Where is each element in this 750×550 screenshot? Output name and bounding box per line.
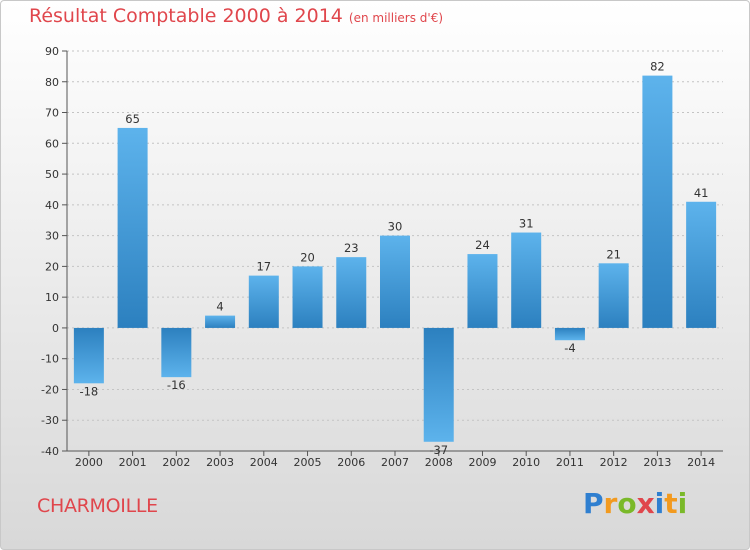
y-tick-label: 90 — [45, 45, 59, 58]
x-tick-label: 2009 — [468, 456, 496, 469]
y-tick-label: 0 — [52, 322, 59, 335]
x-tick-label: 2012 — [600, 456, 628, 469]
x-tick-label: 2005 — [294, 456, 322, 469]
bar — [598, 263, 629, 328]
logo-letter: t — [664, 487, 678, 520]
y-tick-label: 10 — [45, 291, 59, 304]
x-tick-label: 2014 — [687, 456, 715, 469]
x-tick-label: 2006 — [337, 456, 365, 469]
y-tick-label: -30 — [41, 414, 59, 427]
x-tick-label: 2008 — [425, 456, 453, 469]
bar — [117, 127, 148, 328]
y-tick-label: 70 — [45, 107, 59, 120]
data-label: 21 — [606, 247, 621, 261]
x-tick-label: 2011 — [556, 456, 584, 469]
value-labels: -18 65 -16 4 17 20 23 30 -37 24 31 -4 21 82 41 — [79, 60, 708, 457]
y-tick-label: 60 — [45, 137, 59, 150]
bar — [380, 235, 410, 328]
proxiti-logo: Proxiti — [583, 487, 687, 520]
bar — [248, 275, 279, 328]
logo-letter: o — [617, 487, 637, 520]
y-tick-label: -20 — [41, 383, 59, 396]
y-tick-label: 40 — [45, 199, 59, 212]
bar — [336, 257, 367, 328]
data-label: 4 — [216, 300, 223, 314]
bar — [554, 327, 585, 341]
x-tick-label: 2003 — [206, 456, 234, 469]
bars — [73, 75, 717, 442]
data-label: 17 — [256, 260, 271, 274]
bar — [511, 232, 542, 328]
data-label: -18 — [79, 384, 98, 398]
y-tick-label: 20 — [45, 260, 59, 273]
logo-letter: r — [603, 487, 618, 520]
data-label: 41 — [694, 186, 709, 200]
x-tick-label: 2002 — [162, 456, 190, 469]
logo-letter: i — [654, 487, 665, 520]
x-tick-label: 2004 — [250, 456, 278, 469]
logo-letter: i — [677, 487, 688, 520]
logo-letter: x — [636, 487, 655, 520]
bar — [292, 266, 323, 328]
data-label: 23 — [344, 241, 359, 255]
y-tick-label: 50 — [45, 168, 59, 181]
data-label: -16 — [167, 378, 186, 392]
logo-letter: P — [583, 487, 604, 520]
y-tick-label: -40 — [41, 445, 59, 458]
chart-title: Résultat Comptable 2000 à 2014 (en millie… — [29, 5, 443, 27]
x-tick-label: 2010 — [512, 456, 540, 469]
commune-name: CHARMOILLE — [37, 495, 158, 517]
data-label: 30 — [388, 220, 403, 234]
data-label: -4 — [564, 341, 575, 355]
y-tick-label: -10 — [41, 353, 59, 366]
chart-title-text: Résultat Comptable 2000 à 2014 — [29, 5, 343, 27]
x-tick-label: 2001 — [119, 456, 147, 469]
bar — [161, 327, 192, 378]
data-label: 82 — [650, 60, 665, 74]
data-label: 24 — [475, 238, 490, 252]
bar — [467, 254, 498, 328]
data-label: 20 — [300, 250, 315, 264]
bar — [73, 327, 104, 384]
axes — [66, 51, 723, 456]
bar — [423, 327, 454, 442]
chart-unit: (en milliers d'€) — [348, 11, 444, 25]
data-label: -37 — [429, 443, 448, 457]
x-tick-label: 2013 — [643, 456, 671, 469]
bar — [686, 201, 717, 328]
data-label: 31 — [519, 217, 534, 231]
y-tick-label: 80 — [45, 76, 59, 89]
x-tick-label: 2000 — [75, 456, 103, 469]
x-tick-label: 2007 — [381, 456, 409, 469]
data-label: 65 — [125, 112, 140, 126]
bar — [642, 75, 673, 328]
y-tick-label: 30 — [45, 230, 59, 243]
bar — [205, 315, 236, 328]
